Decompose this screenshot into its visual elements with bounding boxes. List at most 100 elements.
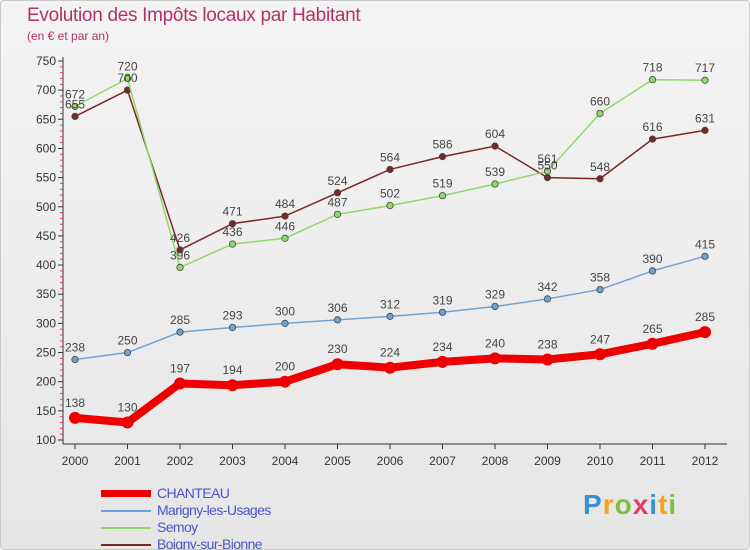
x-tick-label: 2005 [324, 454, 351, 468]
series-layer [69, 74, 711, 429]
data-point-marigny-les-usages [281, 319, 289, 327]
x-tick-label: 2006 [377, 454, 404, 468]
data-label-chanteau: 194 [222, 363, 242, 377]
data-label-semoy: 446 [275, 219, 295, 233]
legend-swatch [101, 527, 151, 529]
data-label-chanteau: 130 [117, 401, 137, 415]
data-label-boigny-sur-bionne: 524 [327, 174, 347, 188]
data-label-semoy: 672 [65, 87, 85, 101]
y-tick-label: 350 [36, 287, 56, 301]
data-label-boigny-sur-bionne: 700 [117, 71, 137, 85]
data-point-boigny-sur-bionne [491, 142, 499, 150]
x-tick-label: 2002 [167, 454, 194, 468]
y-tick-label: 100 [36, 433, 56, 447]
data-label-semoy: 436 [222, 225, 242, 239]
chart-subtitle: (en € et par an) [27, 29, 110, 43]
y-tick-label: 150 [36, 404, 56, 418]
data-point-chanteau [279, 375, 291, 388]
data-point-boigny-sur-bionne [228, 220, 237, 228]
data-point-semoy [543, 167, 552, 175]
data-label-semoy: 660 [590, 94, 610, 108]
x-tick-label: 2010 [587, 454, 614, 468]
y-tick-label: 500 [36, 200, 56, 214]
legend-label: Boigny-sur-Bionne [157, 536, 263, 550]
data-label-marigny-les-usages: 306 [327, 301, 347, 315]
data-point-boigny-sur-bionne [543, 174, 552, 182]
data-label-marigny-les-usages: 250 [117, 334, 137, 348]
y-tick-label: 600 [36, 141, 56, 155]
legend-swatch [101, 490, 151, 497]
proxiti-logo: Proxiti [583, 489, 677, 521]
data-point-marigny-les-usages [648, 267, 657, 275]
data-label-chanteau: 138 [65, 396, 85, 410]
logo-letter: x [632, 489, 650, 520]
data-label-semoy: 720 [117, 59, 137, 73]
data-point-boigny-sur-bionne [333, 189, 342, 197]
data-label-marigny-les-usages: 358 [590, 271, 610, 285]
data-point-marigny-les-usages [543, 295, 552, 303]
data-label-semoy: 717 [695, 61, 715, 75]
y-tick-label: 650 [36, 112, 56, 126]
data-label-chanteau: 238 [537, 338, 557, 352]
data-label-boigny-sur-bionne: 471 [222, 205, 242, 219]
logo-letter: o [614, 489, 633, 520]
data-labels-layer: 655 700 426 471 484 524 564 586 604 550 548 616 631 6… [65, 59, 715, 414]
chart-title: Evolution des Impôts locaux par Habitant [27, 5, 361, 26]
data-point-chanteau [121, 416, 134, 429]
data-label-marigny-les-usages: 415 [695, 237, 715, 251]
y-tick-label: 450 [36, 229, 56, 243]
data-label-marigny-les-usages: 390 [642, 252, 662, 266]
data-point-marigny-les-usages [333, 316, 342, 324]
x-tick-label: 2008 [482, 454, 509, 468]
legend-swatch [101, 544, 151, 546]
data-point-chanteau [226, 379, 239, 392]
logo-letter: t [658, 489, 669, 520]
data-point-chanteau [541, 353, 554, 366]
x-tick-label: 2004 [272, 454, 299, 468]
legend-swatch [101, 510, 151, 512]
data-label-marigny-les-usages: 319 [432, 293, 452, 307]
y-tick-label: 750 [36, 54, 56, 68]
data-label-boigny-sur-bionne: 631 [695, 111, 715, 125]
data-point-marigny-les-usages [176, 328, 184, 336]
data-label-chanteau: 285 [695, 310, 715, 324]
data-label-chanteau: 230 [327, 342, 347, 356]
data-point-semoy [71, 102, 79, 111]
data-point-boigny-sur-bionne [71, 112, 79, 120]
data-label-semoy: 539 [485, 165, 505, 179]
logo-letter: i [649, 489, 659, 520]
data-point-marigny-les-usages [491, 302, 499, 311]
data-label-chanteau: 197 [170, 361, 190, 375]
data-point-semoy [123, 74, 132, 83]
data-point-semoy [281, 234, 289, 242]
data-point-chanteau [489, 352, 501, 365]
data-point-semoy [596, 109, 604, 118]
logo-letter: r [602, 489, 615, 520]
data-label-boigny-sur-bionne: 564 [380, 150, 400, 164]
data-point-boigny-sur-bionne [176, 246, 184, 254]
data-label-chanteau: 240 [485, 336, 505, 350]
data-label-chanteau: 200 [275, 360, 295, 374]
data-label-boigny-sur-bionne: 655 [65, 97, 85, 111]
data-label-boigny-sur-bionne: 548 [590, 160, 610, 174]
data-point-marigny-les-usages [438, 308, 447, 316]
data-label-marigny-les-usages: 342 [537, 280, 557, 294]
data-point-marigny-les-usages [123, 348, 132, 357]
data-point-semoy [438, 192, 447, 200]
x-tick-label: 2001 [114, 454, 141, 468]
x-tick-label: 2012 [692, 454, 719, 468]
data-point-boigny-sur-bionne [438, 153, 447, 161]
data-point-boigny-sur-bionne [596, 175, 604, 183]
data-point-marigny-les-usages [71, 355, 79, 364]
data-label-chanteau: 234 [432, 340, 452, 354]
data-point-chanteau [69, 411, 81, 424]
data-point-semoy [701, 76, 709, 84]
data-label-marigny-les-usages: 285 [170, 313, 190, 327]
data-point-marigny-les-usages [596, 285, 604, 294]
data-label-boigny-sur-bionne: 586 [432, 138, 452, 152]
legend-label: Marigny-les-Usages [157, 502, 271, 518]
y-tick-label: 300 [36, 316, 56, 330]
legend-label: CHANTEAU [157, 485, 230, 501]
logo-letter: P [583, 489, 603, 520]
